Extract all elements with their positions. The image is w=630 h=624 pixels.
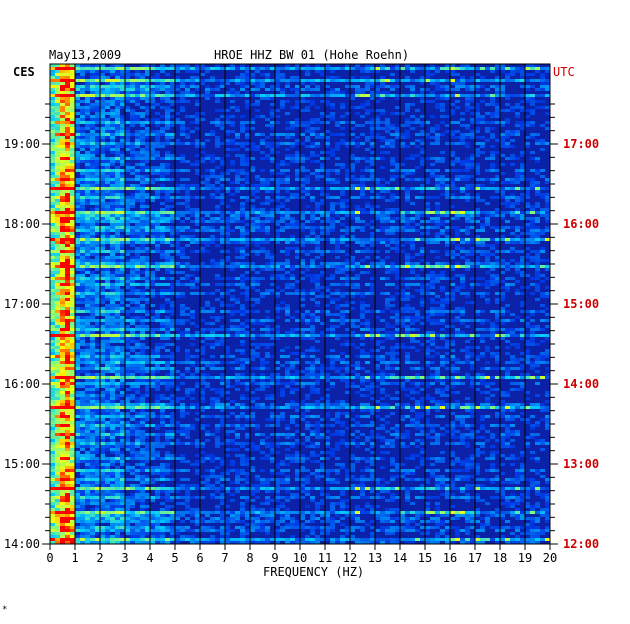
x-tick-label: 17 [468,551,482,565]
right-axis-label: UTC [553,65,575,79]
x-tick-label: 9 [271,551,278,565]
footer-mark: * [2,605,8,615]
right-tick-label: 16:00 [563,217,599,231]
x-tick-label: 3 [121,551,128,565]
left-axis-label: CES [13,65,35,79]
right-tick-label: 12:00 [563,537,599,551]
station-title: HROE HHZ BW 01 (Hohe Roehn) [214,48,410,62]
left-tick-label: 18:00 [4,217,40,231]
x-tick-label: 14 [393,551,407,565]
right-tick-label: 13:00 [563,457,599,471]
x-tick-label: 2 [96,551,103,565]
right-tick-label: 15:00 [563,297,599,311]
x-tick-label: 7 [221,551,228,565]
x-tick-label: 20 [543,551,557,565]
x-tick-label: 8 [246,551,253,565]
left-tick-label: 15:00 [4,457,40,471]
x-tick-label: 1 [71,551,78,565]
x-tick-label: 4 [146,551,153,565]
left-tick-label: 19:00 [4,137,40,151]
x-tick-label: 10 [293,551,307,565]
right-tick-label: 17:00 [563,137,599,151]
x-tick-label: 5 [171,551,178,565]
x-tick-label: 18 [493,551,507,565]
x-tick-label: 15 [418,551,432,565]
x-tick-label: 11 [318,551,332,565]
x-tick-label: 12 [343,551,357,565]
left-tick-label: 17:00 [4,297,40,311]
x-tick-label: 13 [368,551,382,565]
x-tick-label: 19 [518,551,532,565]
x-tick-label: 6 [196,551,203,565]
x-axis-label: FREQUENCY (HZ) [263,565,365,579]
x-tick-label: 0 [46,551,53,565]
spectrogram-cells [50,64,550,544]
right-tick-label: 14:00 [563,377,599,391]
left-tick-label: 16:00 [4,377,40,391]
x-tick-label: 16 [443,551,457,565]
date-label: May13,2009 [49,48,122,62]
left-tick-label: 14:00 [4,537,40,551]
